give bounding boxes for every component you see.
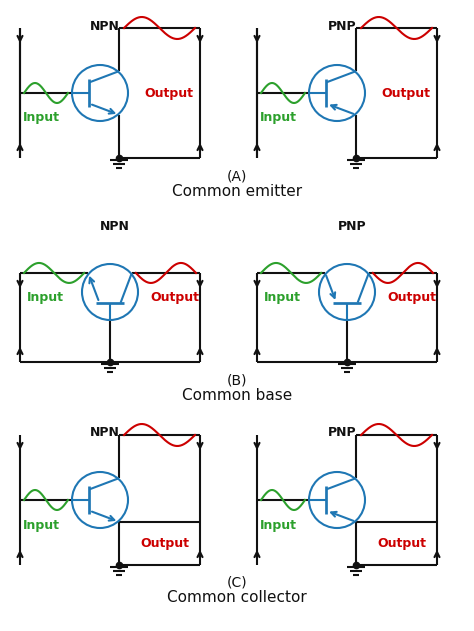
Text: Common base: Common base <box>182 387 292 403</box>
Text: NPN: NPN <box>100 220 130 233</box>
Text: Output: Output <box>145 86 193 100</box>
Text: Input: Input <box>22 519 60 531</box>
Text: (A): (A) <box>227 170 247 184</box>
Text: Input: Input <box>259 112 297 124</box>
Text: Input: Input <box>264 292 301 305</box>
Text: PNP: PNP <box>337 220 366 233</box>
Text: Output: Output <box>151 292 200 305</box>
Text: Common emitter: Common emitter <box>172 184 302 199</box>
Text: (C): (C) <box>227 576 247 590</box>
Text: Output: Output <box>377 537 426 550</box>
Text: NPN: NPN <box>90 427 120 440</box>
Text: Output: Output <box>140 537 189 550</box>
Text: Common collector: Common collector <box>167 591 307 606</box>
Text: Input: Input <box>27 292 64 305</box>
Text: PNP: PNP <box>328 20 356 33</box>
Text: Input: Input <box>259 519 297 531</box>
Text: Output: Output <box>382 86 430 100</box>
Text: (B): (B) <box>227 373 247 387</box>
Text: NPN: NPN <box>90 20 120 33</box>
Text: PNP: PNP <box>328 427 356 440</box>
Text: Input: Input <box>22 112 60 124</box>
Text: Output: Output <box>388 292 437 305</box>
